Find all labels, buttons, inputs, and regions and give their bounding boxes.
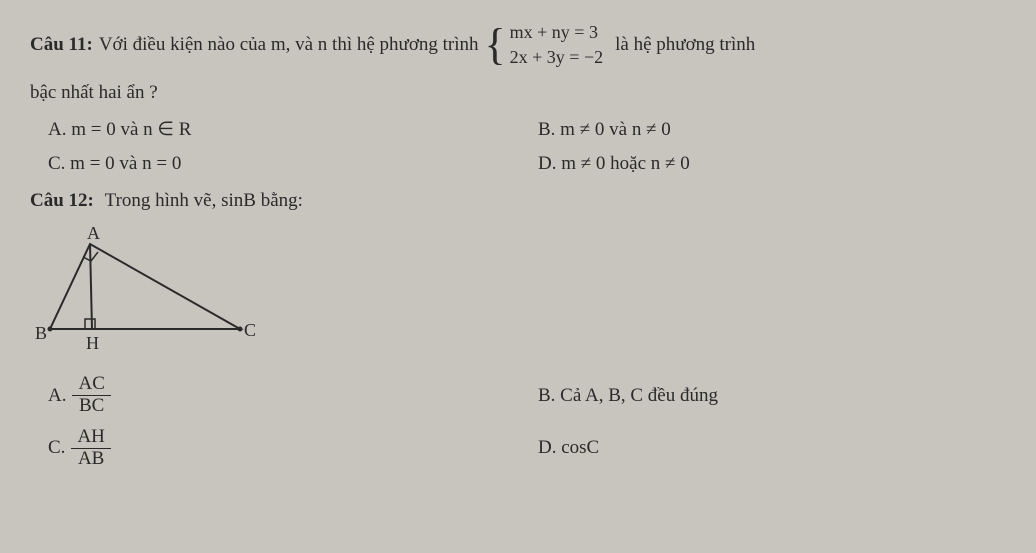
vertex-a: A	[87, 224, 100, 243]
q11-options-row1: A. m = 0 và n ∈ R B. m ≠ 0 và n ≠ 0	[30, 113, 1006, 147]
vertex-h: H	[86, 333, 99, 353]
q12-c-den: AB	[72, 449, 110, 470]
q11-option-c: C. m = 0 và n = 0	[30, 149, 518, 179]
brace-icon: {	[485, 23, 506, 67]
q11-header: Câu 11: Với điều kiện nào của m, và n th…	[30, 20, 1006, 70]
q11-eq1: mx + ny = 3	[510, 20, 603, 45]
q12-option-a: A. AC BC	[30, 374, 518, 417]
q12-label: Câu 12:	[30, 190, 94, 211]
q12-triangle: A B C H	[30, 224, 260, 354]
q11-label: Câu 11:	[30, 30, 93, 60]
q11-option-a: A. m = 0 và n ∈ R	[30, 115, 518, 145]
q12-prompt: Trong hình vẽ, sinB bằng:	[105, 190, 303, 211]
q11-prompt-line2: bậc nhất hai ẩn ?	[30, 78, 1006, 108]
q11-prompt-before: Với điều kiện nào của m, và n thì hệ phư…	[99, 30, 479, 60]
q12-options: A. AC BC B. Cả A, B, C đều đúng C. AH AB…	[30, 374, 1006, 470]
q12-a-den: BC	[73, 396, 110, 417]
q11-eq2: 2x + 3y = −2	[510, 45, 603, 70]
q12-a-fraction: AC BC	[72, 374, 110, 417]
q11-prompt-after: là hệ phương trình	[615, 30, 755, 60]
q12-option-b: B. Cả A, B, C đều đúng	[518, 381, 1006, 411]
q12-c-fraction: AH AB	[71, 427, 110, 470]
q12-header: Câu 12: Trong hình vẽ, sinB bằng:	[30, 186, 1006, 216]
q12-option-d: D. cosC	[518, 433, 1006, 463]
q12-a-prefix: A.	[48, 381, 66, 411]
q12-c-num: AH	[71, 427, 110, 449]
q12-row2: C. AH AB D. cosC	[30, 427, 1006, 470]
vertex-c: C	[244, 320, 256, 340]
q12-row1: A. AC BC B. Cả A, B, C đều đúng	[30, 374, 1006, 417]
q12-a-num: AC	[72, 374, 110, 396]
vertex-b: B	[35, 323, 47, 343]
q12-option-c: C. AH AB	[30, 427, 518, 470]
q11-option-d: D. m ≠ 0 hoặc n ≠ 0	[518, 149, 1006, 179]
q11-system: { mx + ny = 3 2x + 3y = −2	[485, 20, 604, 70]
q12-c-prefix: C.	[48, 433, 65, 463]
q11-option-b: B. m ≠ 0 và n ≠ 0	[518, 115, 1006, 145]
q11-options-row2: C. m = 0 và n = 0 D. m ≠ 0 hoặc n ≠ 0	[30, 147, 1006, 181]
